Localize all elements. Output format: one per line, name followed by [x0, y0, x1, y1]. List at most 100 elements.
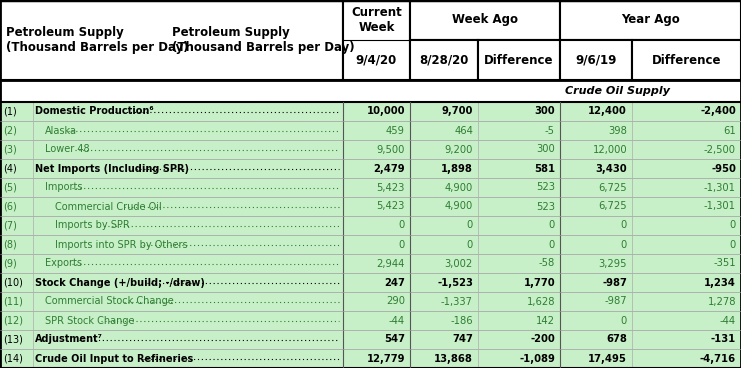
Text: (12): (12)	[3, 315, 23, 326]
Bar	[410, 273, 478, 292]
Bar	[478, 216, 560, 235]
Text: 9/4/20: 9/4/20	[356, 53, 397, 67]
Bar	[410, 197, 478, 216]
Bar	[632, 273, 741, 292]
Text: 247: 247	[384, 277, 405, 287]
Bar	[478, 235, 560, 254]
Bar	[0, 140, 741, 159]
Text: 13,868: 13,868	[434, 354, 473, 364]
Text: 523: 523	[536, 183, 555, 192]
Bar	[0, 216, 33, 235]
Bar	[632, 197, 741, 216]
Text: -351: -351	[714, 258, 736, 269]
Bar	[478, 178, 560, 197]
Bar	[478, 254, 560, 273]
Text: SPR Stock Change: SPR Stock Change	[45, 315, 135, 326]
Bar	[0, 235, 33, 254]
Bar	[410, 159, 478, 178]
Text: 61: 61	[723, 125, 736, 135]
Bar	[0, 102, 33, 121]
Bar	[343, 330, 410, 349]
Text: 3,295: 3,295	[599, 258, 627, 269]
Bar	[0, 330, 33, 349]
Bar	[410, 140, 478, 159]
Text: -4,716: -4,716	[700, 354, 736, 364]
Text: -200: -200	[531, 335, 555, 344]
Bar	[478, 40, 560, 80]
Bar	[0, 197, 33, 216]
Text: -44: -44	[720, 315, 736, 326]
Text: 12,000: 12,000	[592, 145, 627, 155]
Text: 9/6/19: 9/6/19	[575, 53, 617, 67]
Bar	[0, 121, 33, 140]
Text: (9): (9)	[3, 258, 17, 269]
Bar	[33, 121, 343, 140]
Text: Imports into SPR by Others: Imports into SPR by Others	[55, 240, 187, 250]
Bar	[343, 102, 410, 121]
Bar	[0, 311, 33, 330]
Text: 581: 581	[534, 163, 555, 173]
Bar	[632, 292, 741, 311]
Bar	[410, 349, 478, 368]
Text: 0: 0	[467, 220, 473, 230]
Bar	[632, 140, 741, 159]
Text: 0: 0	[730, 240, 736, 250]
Bar	[0, 121, 741, 140]
Text: 300: 300	[534, 106, 555, 117]
Text: Petroleum Supply
(Thousand Barrels per Day): Petroleum Supply (Thousand Barrels per D…	[171, 26, 354, 54]
Text: -1,523: -1,523	[437, 277, 473, 287]
Text: Week Ago: Week Ago	[452, 14, 518, 26]
Text: (1): (1)	[3, 106, 17, 117]
Bar	[0, 311, 741, 330]
Bar	[632, 216, 741, 235]
Text: 1,628: 1,628	[527, 297, 555, 307]
Bar	[0, 273, 33, 292]
Text: Lower 48: Lower 48	[45, 145, 90, 155]
Text: Petroleum Supply
(Thousand Barrels per Day): Petroleum Supply (Thousand Barrels per D…	[6, 26, 189, 54]
Bar	[0, 254, 741, 273]
Text: Stock Change (+/build; -/draw): Stock Change (+/build; -/draw)	[35, 277, 205, 287]
Bar	[478, 140, 560, 159]
Text: Commercial Crude Oil: Commercial Crude Oil	[55, 202, 162, 212]
Bar	[0, 0, 741, 80]
Bar	[343, 216, 410, 235]
Bar	[343, 197, 410, 216]
Bar	[410, 178, 478, 197]
Bar	[478, 330, 560, 349]
Text: Year Ago: Year Ago	[621, 14, 680, 26]
Text: 398: 398	[608, 125, 627, 135]
Bar	[0, 216, 741, 235]
Bar	[410, 311, 478, 330]
Bar	[0, 178, 741, 197]
Bar	[632, 178, 741, 197]
Bar	[632, 159, 741, 178]
Text: Crude Oil Supply: Crude Oil Supply	[565, 86, 670, 96]
Text: Imports: Imports	[45, 183, 82, 192]
Text: -44: -44	[389, 315, 405, 326]
Text: Alaska: Alaska	[45, 125, 77, 135]
Bar	[33, 216, 343, 235]
Text: Difference: Difference	[652, 53, 721, 67]
Bar	[560, 292, 632, 311]
Bar	[0, 349, 741, 368]
Text: (11): (11)	[3, 297, 23, 307]
Bar	[560, 311, 632, 330]
Bar	[410, 292, 478, 311]
Bar	[478, 159, 560, 178]
Text: Imports by SPR: Imports by SPR	[55, 220, 130, 230]
Text: -950: -950	[711, 163, 736, 173]
Text: 8/28/20: 8/28/20	[419, 53, 469, 67]
Text: 9,200: 9,200	[445, 145, 473, 155]
Bar	[33, 102, 343, 121]
Text: -131: -131	[711, 335, 736, 344]
Bar	[560, 121, 632, 140]
Bar	[560, 349, 632, 368]
Bar	[632, 102, 741, 121]
Text: 12,779: 12,779	[367, 354, 405, 364]
Text: 4,900: 4,900	[445, 183, 473, 192]
Bar	[560, 140, 632, 159]
Text: Crude Oil Input to Refineries: Crude Oil Input to Refineries	[35, 354, 193, 364]
Bar	[33, 311, 343, 330]
Text: 17,495: 17,495	[588, 354, 627, 364]
Bar	[410, 102, 478, 121]
